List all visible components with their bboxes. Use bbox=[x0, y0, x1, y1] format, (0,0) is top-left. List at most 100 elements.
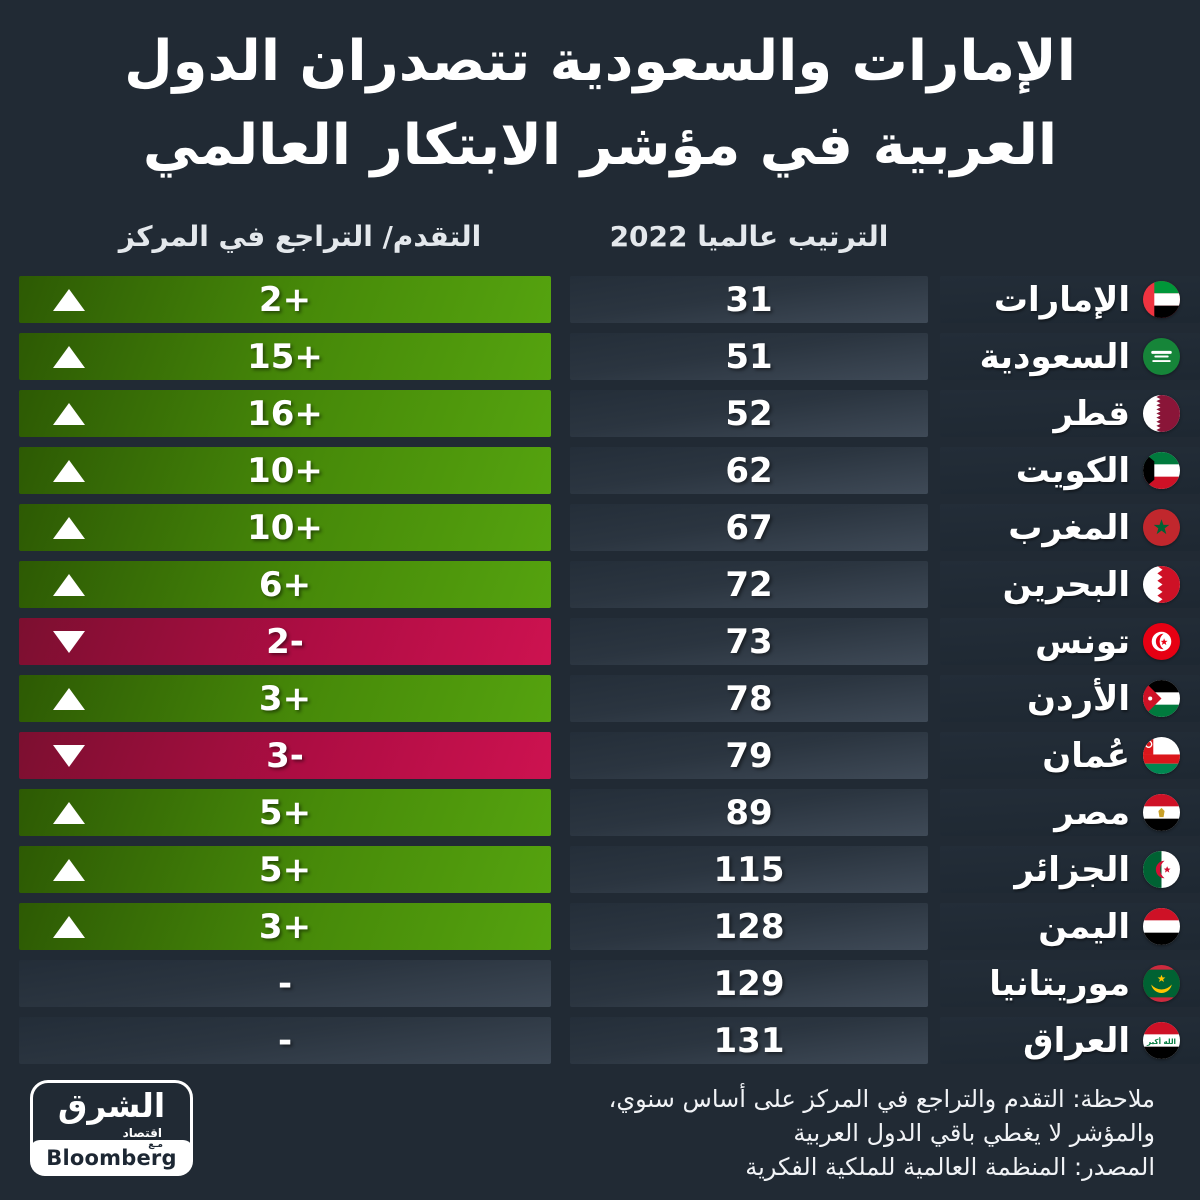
rank-value: 52 bbox=[725, 393, 773, 434]
change-value: - bbox=[277, 963, 293, 1004]
logo-frame: الشرق اقتصاد مـع Bloomberg bbox=[30, 1080, 193, 1176]
flag-icon-sa bbox=[1143, 338, 1180, 375]
flag-icon-kw bbox=[1143, 452, 1180, 489]
rank-value: 73 bbox=[725, 621, 773, 662]
rank-cell: 115 bbox=[570, 846, 928, 893]
country-cell: اليمن bbox=[940, 903, 1200, 950]
rank-value: 67 bbox=[725, 507, 773, 548]
country-name: قطر bbox=[1053, 393, 1130, 434]
change-cell: - bbox=[19, 960, 551, 1007]
country-cell: الكويت bbox=[940, 447, 1200, 494]
country-cell: الأردن bbox=[940, 675, 1200, 722]
rank-cell: 73 bbox=[570, 618, 928, 665]
asharq-bloomberg-logo: الشرق اقتصاد مـع Bloomberg bbox=[30, 1080, 193, 1176]
country-cell: الجزائر bbox=[940, 846, 1200, 893]
change-cell: - bbox=[19, 1017, 551, 1064]
page-title: الإمارات والسعودية تتصدران الدول العربية… bbox=[0, 20, 1200, 188]
country-cell: تونس bbox=[940, 618, 1200, 665]
change-value: 10+ bbox=[247, 507, 323, 548]
up-triangle-icon bbox=[53, 459, 85, 482]
country-cell: السعودية bbox=[940, 333, 1200, 380]
rank-value: 131 bbox=[713, 1020, 785, 1061]
change-value: 3+ bbox=[258, 678, 312, 719]
change-value: 15+ bbox=[247, 336, 323, 377]
flag-icon-dz bbox=[1143, 851, 1180, 888]
rank-cell: 62 bbox=[570, 447, 928, 494]
change-value: 10+ bbox=[247, 450, 323, 491]
change-cell: 6+ bbox=[19, 561, 551, 608]
rank-cell: 128 bbox=[570, 903, 928, 950]
rank-value: 62 bbox=[725, 450, 773, 491]
rank-cell: 31 bbox=[570, 276, 928, 323]
change-value: 6+ bbox=[258, 564, 312, 605]
rank-cell: 78 bbox=[570, 675, 928, 722]
country-name: مصر bbox=[1054, 792, 1130, 833]
table-row: 10+ 62 الكويت bbox=[0, 447, 1200, 494]
up-triangle-icon bbox=[53, 858, 85, 881]
table-row: 5+ 115 الجزائر bbox=[0, 846, 1200, 893]
change-cell: 15+ bbox=[19, 333, 551, 380]
rank-cell: 79 bbox=[570, 732, 928, 779]
change-value: 2- bbox=[266, 621, 304, 662]
country-cell: مصر bbox=[940, 789, 1200, 836]
change-value: 5+ bbox=[258, 792, 312, 833]
table-row: 3+ 128 اليمن bbox=[0, 903, 1200, 950]
up-triangle-icon bbox=[53, 801, 85, 824]
change-cell: 3+ bbox=[19, 675, 551, 722]
rank-value: 128 bbox=[713, 906, 785, 947]
rank-cell: 67 bbox=[570, 504, 928, 551]
logo-iqtisad-text: اقتصاد bbox=[122, 1126, 162, 1140]
rank-cell: 89 bbox=[570, 789, 928, 836]
table-row: 2- 73 تونس bbox=[0, 618, 1200, 665]
change-cell: 3- bbox=[19, 732, 551, 779]
country-cell: قطر bbox=[940, 390, 1200, 437]
rank-value: 78 bbox=[725, 678, 773, 719]
country-cell: الإمارات bbox=[940, 276, 1200, 323]
flag-icon-ma bbox=[1143, 509, 1180, 546]
flag-icon-bh bbox=[1143, 566, 1180, 603]
up-triangle-icon bbox=[53, 915, 85, 938]
ranking-table: 2+ 31 الإمارات 15+ 51 السعودية 16+ 52 قطر 10+ 62 ال… bbox=[0, 276, 1200, 1074]
rank-value: 51 bbox=[725, 336, 773, 377]
table-row: 10+ 67 المغرب bbox=[0, 504, 1200, 551]
up-triangle-icon bbox=[53, 402, 85, 425]
rank-cell: 131 bbox=[570, 1017, 928, 1064]
country-name: البحرين bbox=[1002, 564, 1130, 605]
change-value: 3+ bbox=[258, 906, 312, 947]
up-triangle-icon bbox=[53, 516, 85, 539]
change-cell: 5+ bbox=[19, 789, 551, 836]
table-row: - 129 موريتانيا bbox=[0, 960, 1200, 1007]
flag-icon-tn bbox=[1143, 623, 1180, 660]
logo-with-text: مـع bbox=[148, 1140, 163, 1150]
change-value: 3- bbox=[266, 735, 304, 776]
down-triangle-icon bbox=[53, 630, 85, 653]
rank-cell: 129 bbox=[570, 960, 928, 1007]
rank-value: 31 bbox=[725, 279, 773, 320]
rank-value: 79 bbox=[725, 735, 773, 776]
change-value: 16+ bbox=[247, 393, 323, 434]
table-row: 6+ 72 البحرين bbox=[0, 561, 1200, 608]
change-cell: 3+ bbox=[19, 903, 551, 950]
up-triangle-icon bbox=[53, 345, 85, 368]
rank-cell: 52 bbox=[570, 390, 928, 437]
title-line-2: العربية في مؤشر الابتكار العالمي bbox=[142, 113, 1058, 178]
flag-icon-ae bbox=[1143, 281, 1180, 318]
flag-icon-mr bbox=[1143, 965, 1180, 1002]
logo-bloomberg-text: Bloomberg bbox=[46, 1146, 177, 1170]
rank-value: 72 bbox=[725, 564, 773, 605]
change-value: 2+ bbox=[258, 279, 312, 320]
column-header-change: التقدم/ التراجع في المركز bbox=[118, 220, 482, 253]
table-row: 16+ 52 قطر bbox=[0, 390, 1200, 437]
flag-icon-jo bbox=[1143, 680, 1180, 717]
country-name: العراق bbox=[1023, 1020, 1130, 1061]
logo-bloomberg-bar: مـع Bloomberg bbox=[30, 1140, 193, 1176]
change-cell: 10+ bbox=[19, 504, 551, 551]
country-name: الكويت bbox=[1015, 450, 1130, 491]
country-name: المغرب bbox=[1008, 507, 1130, 548]
country-name: السعودية bbox=[979, 336, 1130, 377]
column-header-rank: الترتيب عالميا 2022 bbox=[609, 220, 889, 253]
table-row: 5+ 89 مصر bbox=[0, 789, 1200, 836]
logo-asharq-text: الشرق bbox=[57, 1086, 166, 1125]
footer-notes: ملاحظة: التقدم والتراجع في المركز على أس… bbox=[609, 1082, 1155, 1184]
table-row: 15+ 51 السعودية bbox=[0, 333, 1200, 380]
